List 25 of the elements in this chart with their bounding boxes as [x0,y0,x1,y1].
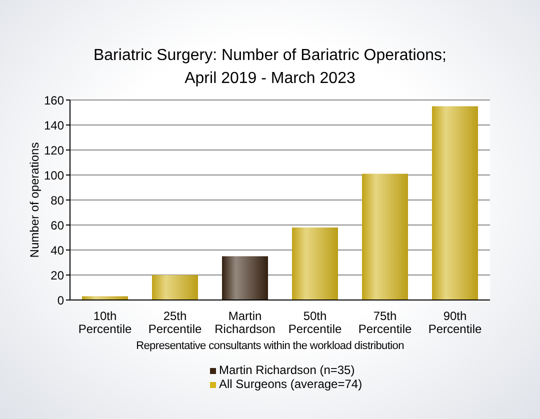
x-tick-label: Martin Richardson [214,309,276,336]
x-tick-label: 90th Percentile [428,309,482,336]
bar [222,256,268,300]
x-axis-title: Representative consultants within the workload distribution [135,340,405,352]
y-tick-label: 140 [44,118,64,132]
legend-label: Martin Richardson (n=35) [219,363,355,377]
y-tick-label: 160 [44,93,64,108]
chart-title: Bariatric Surgery: Number of Bariatric Operations; April 2019 - March 2023 [92,46,448,89]
x-tick-label: 50th Percentile [288,309,342,336]
bar [362,174,408,300]
y-tick-label: 40 [50,243,64,258]
y-tick-label: 120 [44,143,64,158]
bar [152,275,198,300]
y-axis-title: Number of operations [27,142,42,258]
x-tick-label: 75th Percentile [358,309,412,336]
legend-label: All Surgeons (average=74) [219,377,362,391]
bar [292,228,338,300]
x-tick-label: 25th Percentile [148,309,202,336]
y-tick-label: 60 [50,218,64,232]
x-tick-label: 10th Percentile [78,309,132,336]
y-tick-label: 0 [57,293,64,308]
y-tick-label: 80 [50,193,64,208]
bar [432,106,478,300]
y-tick-label: 20 [50,268,64,282]
y-tick-label: 100 [44,168,64,182]
